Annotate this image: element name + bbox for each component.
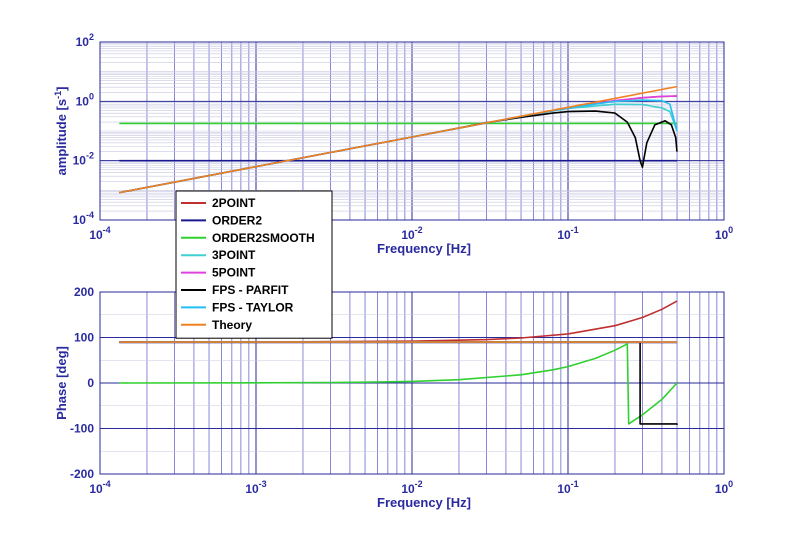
- amp-series-line-7: [119, 85, 678, 194]
- phase-axes-frame: [99, 291, 725, 475]
- legend: 2POINT ORDER2 ORDER2SMOOTH 3POINT 5POINT FPS …: [175, 190, 333, 339]
- amp-y-tick-label: 102: [76, 32, 94, 49]
- amp-y-tick-label: 10-2: [73, 151, 94, 168]
- phase-y-tick-label: 100: [74, 331, 94, 345]
- phase-x-axis-label: Frequency [Hz]: [377, 495, 471, 510]
- legend-entry-label: 5POINT: [212, 266, 256, 280]
- amp-x-tick-label: 10-1: [557, 225, 578, 242]
- phase-series-group: [119, 300, 678, 425]
- phase-y-axis-label: Phase [deg]: [54, 346, 69, 420]
- amp-y-tick-label: 100: [76, 91, 94, 108]
- phase-x-tick-label: 10-2: [401, 479, 422, 496]
- legend-entry-label: ORDER2: [212, 213, 262, 227]
- phase-y-tick-label: -100: [70, 422, 94, 436]
- amplitude-plot: 10-410-310-210-110010-410-2100102Frequen…: [53, 32, 733, 256]
- legend-entry-label: FPS - TAYLOR: [212, 300, 294, 314]
- amp-series-group: [119, 85, 678, 194]
- phase-x-tick-label: 10-4: [89, 479, 110, 496]
- legend-entry-label: 2POINT: [212, 196, 256, 210]
- phase-x-tick-label: 10-3: [245, 479, 266, 496]
- phase-x-tick-label: 100: [715, 479, 733, 496]
- amp-grid: [100, 42, 724, 220]
- phase-y-tick-label: 200: [74, 285, 94, 299]
- phase-series-line-2: [119, 343, 678, 425]
- legend-entry-label: FPS - PARFIT: [212, 283, 289, 297]
- amp-y-axis-label: amplitude [s-1]: [53, 87, 69, 176]
- phase-x-tick-label: 10-1: [557, 479, 578, 496]
- phase-y-tick-label: -200: [70, 467, 94, 481]
- amp-axes-frame: [99, 41, 725, 221]
- legend-entry-label: Theory: [212, 318, 252, 332]
- amp-x-axis-label: Frequency [Hz]: [377, 241, 471, 256]
- amp-y-tick-label: 10-4: [73, 210, 94, 227]
- phase-y-tick-label: 0: [87, 376, 94, 390]
- legend-entry-label: 3POINT: [212, 248, 256, 262]
- amp-x-tick-label: 100: [715, 225, 733, 242]
- legend-entry-label: ORDER2SMOOTH: [212, 231, 315, 245]
- amp-x-tick-label: 10-4: [89, 225, 110, 242]
- legend-box: [175, 190, 333, 339]
- amp-x-tick-label: 10-2: [401, 225, 422, 242]
